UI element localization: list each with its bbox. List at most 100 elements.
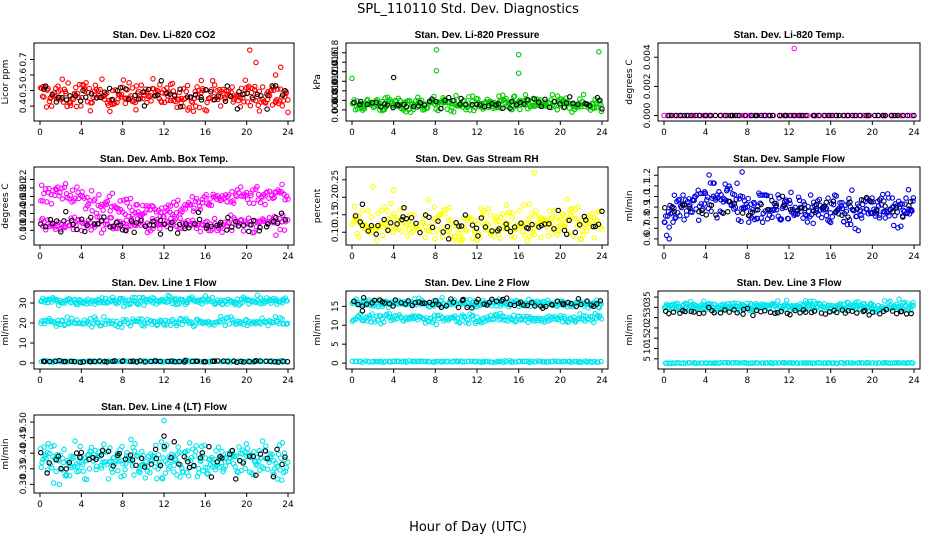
data-point <box>910 299 916 306</box>
data-point <box>177 215 183 222</box>
data-point <box>511 234 518 240</box>
data-point <box>58 229 64 235</box>
data-point <box>110 318 116 324</box>
data-point <box>590 223 596 230</box>
data-point <box>522 92 529 98</box>
data-point <box>813 112 819 119</box>
data-point <box>260 193 266 200</box>
data-point <box>159 476 166 482</box>
data-point <box>91 221 98 227</box>
data-point <box>112 358 118 364</box>
data-point <box>257 358 263 364</box>
data-point <box>200 87 206 94</box>
data-point <box>521 302 527 308</box>
panel-title: Stan. Dev. Line 2 Flow <box>425 278 530 289</box>
data-point <box>80 461 86 468</box>
data-point <box>131 229 137 236</box>
data-point <box>53 468 59 475</box>
data-point <box>591 235 598 241</box>
data-point <box>141 464 148 470</box>
x-tick-label: 0 <box>349 376 355 386</box>
data-point <box>100 207 106 213</box>
data-point <box>670 309 677 315</box>
data-point <box>438 105 444 112</box>
data-point <box>466 320 472 327</box>
data-point <box>598 316 605 322</box>
data-point <box>405 298 411 304</box>
data-point <box>163 358 169 365</box>
data-point <box>122 100 129 107</box>
data-point <box>903 195 909 201</box>
data-point <box>237 184 244 190</box>
data-point <box>94 214 101 220</box>
data-point <box>256 108 263 114</box>
data-point <box>554 298 561 304</box>
data-point <box>777 217 784 223</box>
data-point <box>671 208 678 215</box>
data-point <box>176 89 183 96</box>
data-point <box>794 360 801 367</box>
data-point <box>119 443 125 450</box>
data-point <box>683 212 690 218</box>
data-point <box>463 101 469 108</box>
data-point <box>426 223 433 230</box>
data-point <box>99 320 106 326</box>
data-point <box>105 320 112 327</box>
data-point <box>264 455 271 462</box>
data-point <box>554 107 561 113</box>
data-point <box>58 465 64 472</box>
data-point <box>259 84 266 90</box>
y-tick-label: 0.6 <box>19 68 29 83</box>
x-tick-label: 20 <box>555 128 567 138</box>
data-point <box>732 112 739 119</box>
data-point <box>457 230 463 237</box>
data-point <box>89 99 95 106</box>
data-point <box>284 298 290 304</box>
data-point <box>537 358 544 365</box>
data-point <box>357 358 364 365</box>
data-point <box>192 88 199 95</box>
data-point <box>565 299 571 306</box>
data-point <box>279 461 285 468</box>
data-point <box>150 76 156 82</box>
data-point <box>131 472 137 478</box>
data-point <box>575 296 582 302</box>
data-point <box>529 221 535 228</box>
data-point <box>115 468 121 474</box>
data-point <box>531 170 538 176</box>
data-point <box>724 208 731 215</box>
data-point <box>251 87 258 93</box>
data-point <box>432 297 439 304</box>
data-point <box>745 212 752 219</box>
data-point <box>256 300 262 306</box>
data-point <box>562 315 568 322</box>
data-point <box>731 192 738 198</box>
data-point <box>742 112 749 119</box>
data-series <box>37 47 291 116</box>
data-point <box>39 459 45 466</box>
data-point <box>279 477 285 483</box>
data-point <box>776 112 783 119</box>
data-point <box>254 292 261 299</box>
data-point <box>550 213 557 220</box>
data-point <box>584 298 590 304</box>
data-series <box>37 417 291 488</box>
data-point <box>101 214 107 220</box>
panel-title: Stan. Dev. Gas Stream RH <box>415 154 538 165</box>
plot-frame <box>33 42 295 122</box>
data-point <box>711 310 717 316</box>
data-point <box>209 358 216 364</box>
data-point <box>38 449 44 456</box>
y-tick-label: 20 <box>643 322 653 334</box>
data-point <box>796 112 802 119</box>
data-point <box>491 233 497 239</box>
data-point <box>57 190 63 196</box>
data-point <box>59 94 65 101</box>
data-point <box>181 453 188 460</box>
data-point <box>385 227 391 234</box>
data-point <box>900 207 907 214</box>
data-point <box>908 310 914 317</box>
data-point <box>69 187 76 193</box>
data-point <box>422 234 429 241</box>
data-point <box>105 476 112 482</box>
